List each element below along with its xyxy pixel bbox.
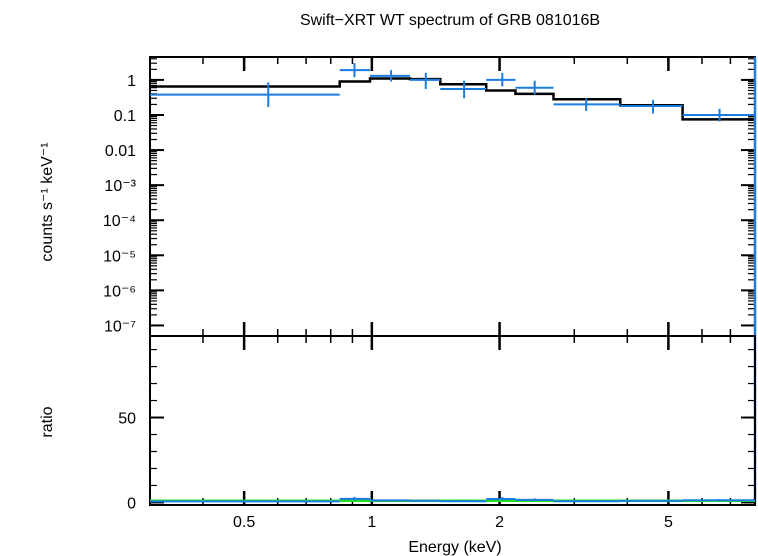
model-histogram <box>150 77 755 121</box>
spectrum-panel: 1 0.1 0.01 10⁻³ 10⁻⁴ 10⁻⁵ 10⁻⁶ 10⁻⁷ <box>103 56 757 505</box>
ratio-point <box>553 500 621 503</box>
ratio-frame <box>149 335 756 506</box>
y-tick-label-spectrum: 0.1 <box>114 108 136 125</box>
ratio-point <box>440 500 487 503</box>
ratio-point <box>515 498 554 501</box>
y-tick-label-ratio: 50 <box>118 411 136 428</box>
y-axis-label-ratio: ratio <box>39 406 56 437</box>
y-axis-label-counts: counts s⁻¹ keV⁻¹ <box>39 142 56 261</box>
data-point <box>682 108 755 122</box>
x-tick-label: 0.5 <box>233 514 255 531</box>
x-tick-label: 2 <box>495 514 504 531</box>
x-tick-label: 1 <box>367 514 376 531</box>
ratio-point <box>369 499 410 502</box>
ratio-point <box>409 499 441 502</box>
data-point <box>369 70 410 82</box>
y-tick-label-spectrum: 10⁻⁴ <box>103 213 136 230</box>
data-point <box>553 98 621 111</box>
y-tick-label-spectrum: 10⁻³ <box>104 178 136 195</box>
data-point <box>440 80 487 99</box>
y-tick-label-spectrum: 1 <box>127 73 136 90</box>
x-axis-label: Energy (keV) <box>408 539 501 556</box>
ratio-point <box>620 499 683 502</box>
ratio-point <box>486 497 516 501</box>
ratio-point <box>339 496 370 501</box>
data-point <box>339 63 370 78</box>
data-point <box>486 72 516 87</box>
chart-title: Swift−XRT WT spectrum of GRB 081016B <box>300 12 600 29</box>
data-point <box>150 82 340 107</box>
y-tick-label-spectrum: 10⁻⁵ <box>103 248 136 265</box>
data-point <box>515 80 554 95</box>
ratio-point <box>682 499 755 502</box>
x-tick-label: 5 <box>664 514 673 531</box>
data-point <box>409 72 441 90</box>
spectrum-frame <box>149 56 756 337</box>
ratio-point <box>150 500 340 503</box>
y-tick-label-spectrum: 0.01 <box>105 143 136 160</box>
y-tick-label-spectrum: 10⁻⁶ <box>103 283 136 300</box>
y-tick-label-ratio: 0 <box>127 495 136 512</box>
data-point <box>620 99 683 114</box>
y-tick-label-spectrum: 10⁻⁷ <box>104 318 136 335</box>
